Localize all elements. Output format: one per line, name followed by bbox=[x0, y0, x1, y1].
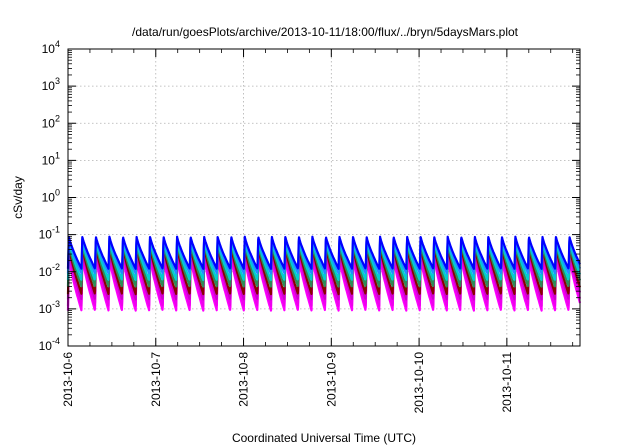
y-tick-base: 10 bbox=[39, 265, 53, 279]
y-tick-exponent: -3 bbox=[52, 299, 60, 309]
y-tick-base: 10 bbox=[42, 153, 56, 167]
y-tick-base: 10 bbox=[39, 339, 53, 353]
x-tick-label: 2013-10-7 bbox=[149, 352, 163, 407]
y-tick-base: 10 bbox=[42, 116, 56, 130]
y-tick-exponent: 4 bbox=[55, 39, 60, 49]
y-tick-exponent: -2 bbox=[52, 262, 60, 272]
y-axis-label: cSv/day bbox=[11, 176, 25, 219]
y-tick-exponent: -4 bbox=[52, 336, 60, 346]
y-tick-label: 101 bbox=[42, 150, 60, 167]
y-tick-base: 10 bbox=[39, 228, 53, 242]
y-tick-label: 10-3 bbox=[39, 299, 60, 316]
y-tick-label: 10-1 bbox=[39, 225, 60, 242]
y-tick-exponent: 1 bbox=[55, 150, 60, 160]
series-line-2 bbox=[66, 253, 582, 307]
series-lines bbox=[66, 235, 582, 312]
y-tick-label: 100 bbox=[42, 188, 60, 205]
x-tick-label: 2013-10-9 bbox=[324, 352, 338, 407]
series-line-6 bbox=[66, 239, 582, 282]
x-ticks: 2013-10-6 2013-10-7 2013-10-8 2013-10-9 2013… bbox=[61, 49, 574, 414]
y-tick-base: 10 bbox=[42, 79, 56, 93]
series-line-5 bbox=[66, 242, 582, 288]
x-tick-label: 2013-10-11 bbox=[500, 352, 514, 413]
x-tick-label: 2013-10-6 bbox=[61, 352, 75, 407]
y-tick-label: 10-4 bbox=[39, 336, 60, 353]
x-tick-label: 2013-10-8 bbox=[237, 352, 251, 407]
y-tick-label: 10-2 bbox=[39, 262, 60, 279]
y-tick-base: 10 bbox=[42, 42, 56, 56]
series-line-8 bbox=[66, 235, 581, 270]
y-tick-base: 10 bbox=[39, 302, 53, 316]
y-tick-label: 102 bbox=[42, 113, 60, 130]
series-line-4 bbox=[66, 245, 582, 296]
x-tick-label: 2013-10-10 bbox=[412, 352, 426, 414]
y-tick-exponent: 3 bbox=[55, 76, 60, 86]
y-tick-label: 103 bbox=[42, 76, 60, 93]
y-tick-base: 10 bbox=[42, 191, 56, 205]
chart-title: /data/run/goesPlots/archive/2013-10-11/1… bbox=[132, 25, 519, 39]
y-tick-exponent: 0 bbox=[55, 188, 60, 198]
x-axis-label: Coordinated Universal Time (UTC) bbox=[232, 431, 416, 445]
y-tick-label: 104 bbox=[42, 39, 60, 56]
y-tick-exponent: 2 bbox=[55, 113, 60, 123]
y-tick-exponent: -1 bbox=[52, 225, 60, 235]
